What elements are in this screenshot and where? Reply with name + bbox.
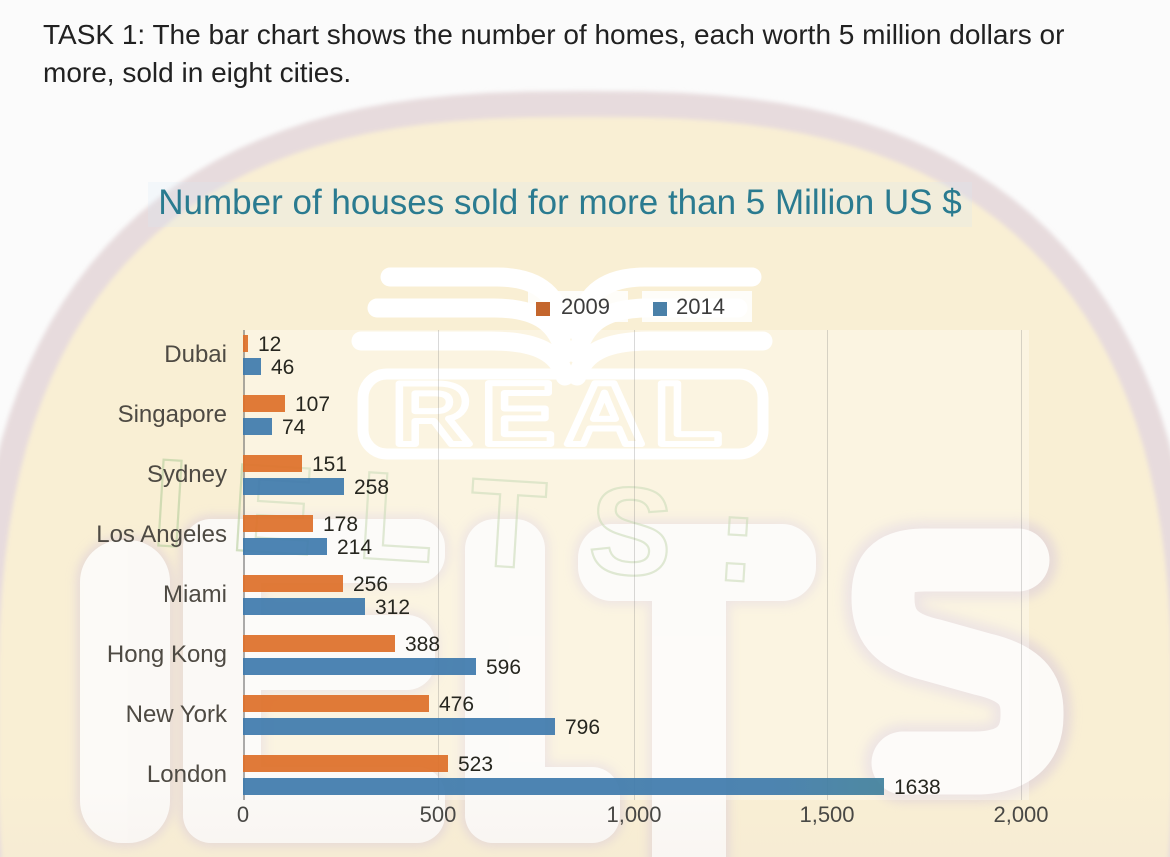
svg-text:REAL: REAL bbox=[392, 365, 731, 463]
